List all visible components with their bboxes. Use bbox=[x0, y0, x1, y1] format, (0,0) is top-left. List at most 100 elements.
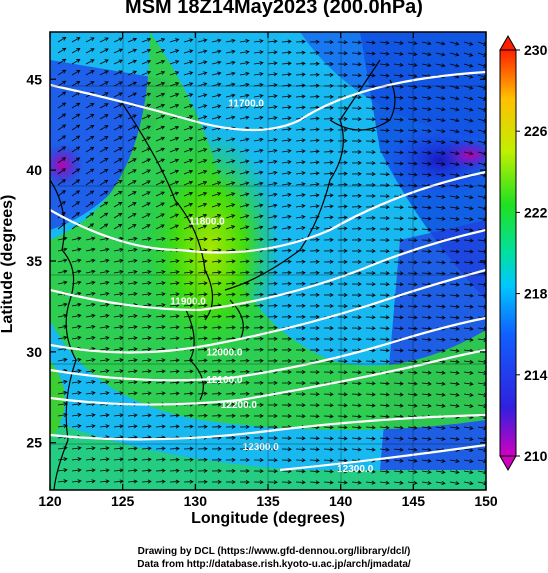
wind-vector bbox=[225, 94, 235, 98]
wind-vector-head bbox=[301, 270, 306, 275]
wind-vector-head bbox=[385, 348, 390, 353]
wind-vector bbox=[183, 370, 194, 373]
wind-vector-head bbox=[315, 336, 320, 342]
wind-vector bbox=[141, 60, 151, 65]
wind-vector-head bbox=[469, 293, 474, 298]
wind-vector bbox=[379, 129, 390, 132]
wind-vector bbox=[281, 106, 291, 109]
wind-vector bbox=[281, 40, 292, 43]
wind-vector-head bbox=[469, 481, 474, 486]
wind-vector bbox=[211, 315, 222, 318]
wind-vector-head bbox=[413, 41, 418, 46]
wind-vector bbox=[113, 223, 122, 230]
wind-vector-head bbox=[315, 403, 320, 408]
wind-vector bbox=[183, 137, 193, 142]
wind-vector bbox=[225, 214, 235, 219]
contour-label: 11800.0 bbox=[189, 217, 225, 228]
wind-vector-head bbox=[203, 115, 208, 120]
wind-vector-head bbox=[63, 468, 68, 473]
wind-vector-head bbox=[315, 50, 320, 55]
wind-vector-head bbox=[413, 52, 418, 57]
wind-vector-head bbox=[427, 96, 432, 101]
wind-vector-head bbox=[231, 380, 236, 385]
wind-vector-head bbox=[203, 38, 208, 43]
wind-vector bbox=[169, 49, 179, 54]
wind-vector bbox=[57, 37, 66, 43]
wind-vector-head bbox=[61, 168, 66, 173]
wind-vector bbox=[127, 213, 137, 219]
wind-vector bbox=[99, 337, 109, 340]
wind-vector-head bbox=[455, 481, 460, 486]
wind-vector bbox=[71, 403, 81, 406]
wind-vector bbox=[295, 139, 305, 142]
wind-vector-head bbox=[357, 193, 362, 198]
wind-vector-head bbox=[315, 204, 320, 209]
wind-vector bbox=[141, 326, 151, 329]
wind-vector-head bbox=[399, 238, 404, 243]
wind-vector-head bbox=[399, 271, 404, 276]
wind-vector bbox=[323, 481, 334, 484]
wind-vector-head bbox=[91, 446, 96, 451]
wind-vector bbox=[169, 60, 179, 65]
contour-label: 12200.0 bbox=[221, 400, 258, 411]
wind-vector bbox=[379, 63, 389, 66]
wind-vector-head bbox=[63, 457, 68, 462]
wind-vector-head bbox=[174, 213, 179, 218]
wind-vector bbox=[211, 238, 221, 241]
wind-vector bbox=[463, 140, 473, 144]
wind-vector bbox=[267, 215, 277, 219]
wind-vector-head bbox=[273, 203, 278, 208]
wind-vector bbox=[393, 415, 403, 418]
wind-vector-head bbox=[385, 425, 390, 430]
wind-vector-head bbox=[315, 392, 320, 397]
wind-vector-head bbox=[259, 192, 264, 197]
wind-vector bbox=[197, 50, 207, 54]
wind-vector-head bbox=[76, 113, 81, 118]
wind-vector-head bbox=[61, 135, 67, 140]
wind-vector-head bbox=[329, 72, 334, 77]
wind-vector-head bbox=[189, 82, 194, 87]
wind-vector bbox=[421, 41, 431, 45]
wind-vector bbox=[183, 203, 193, 208]
wind-vector bbox=[85, 325, 95, 329]
wind-vector-head bbox=[105, 413, 110, 418]
wind-vector-head bbox=[146, 169, 151, 174]
wind-vector-head bbox=[287, 248, 292, 253]
wind-vector-head bbox=[77, 291, 82, 296]
wind-vector bbox=[85, 370, 95, 373]
wind-vector bbox=[99, 70, 109, 76]
wind-vector-head bbox=[301, 61, 306, 66]
wind-vector-head bbox=[202, 191, 208, 196]
wind-vector-head bbox=[217, 369, 222, 374]
wind-vector bbox=[477, 52, 486, 57]
wind-vector-head bbox=[147, 479, 152, 484]
wind-vector bbox=[351, 393, 362, 395]
wind-vector-head bbox=[189, 314, 194, 319]
wind-vector bbox=[225, 293, 236, 296]
wind-vector-head bbox=[441, 41, 446, 46]
wind-vector bbox=[351, 52, 362, 54]
wind-vector-head bbox=[413, 106, 418, 111]
wind-vector-head bbox=[329, 237, 334, 242]
wind-vector bbox=[141, 249, 151, 252]
wind-vector bbox=[57, 259, 67, 263]
wind-vector-head bbox=[455, 337, 460, 342]
wind-vector-head bbox=[259, 259, 264, 264]
wind-vector bbox=[71, 201, 80, 208]
wind-vector-head bbox=[413, 73, 418, 78]
wind-vector bbox=[85, 281, 95, 285]
wind-vector-head bbox=[217, 192, 222, 196]
wind-vector bbox=[267, 160, 277, 164]
wind-vector-head bbox=[301, 358, 306, 364]
wind-vector-head bbox=[273, 325, 278, 330]
wind-vector-head bbox=[147, 247, 152, 252]
wind-vector bbox=[85, 114, 94, 120]
wind-vector-head bbox=[427, 128, 432, 133]
wind-vector-head bbox=[427, 458, 432, 463]
wind-vector bbox=[267, 171, 277, 175]
wind-vector bbox=[71, 480, 81, 483]
wind-vector-head bbox=[455, 260, 460, 265]
wind-vector bbox=[197, 238, 207, 241]
wind-vector-head bbox=[329, 138, 334, 143]
wind-vector-head bbox=[245, 325, 250, 330]
